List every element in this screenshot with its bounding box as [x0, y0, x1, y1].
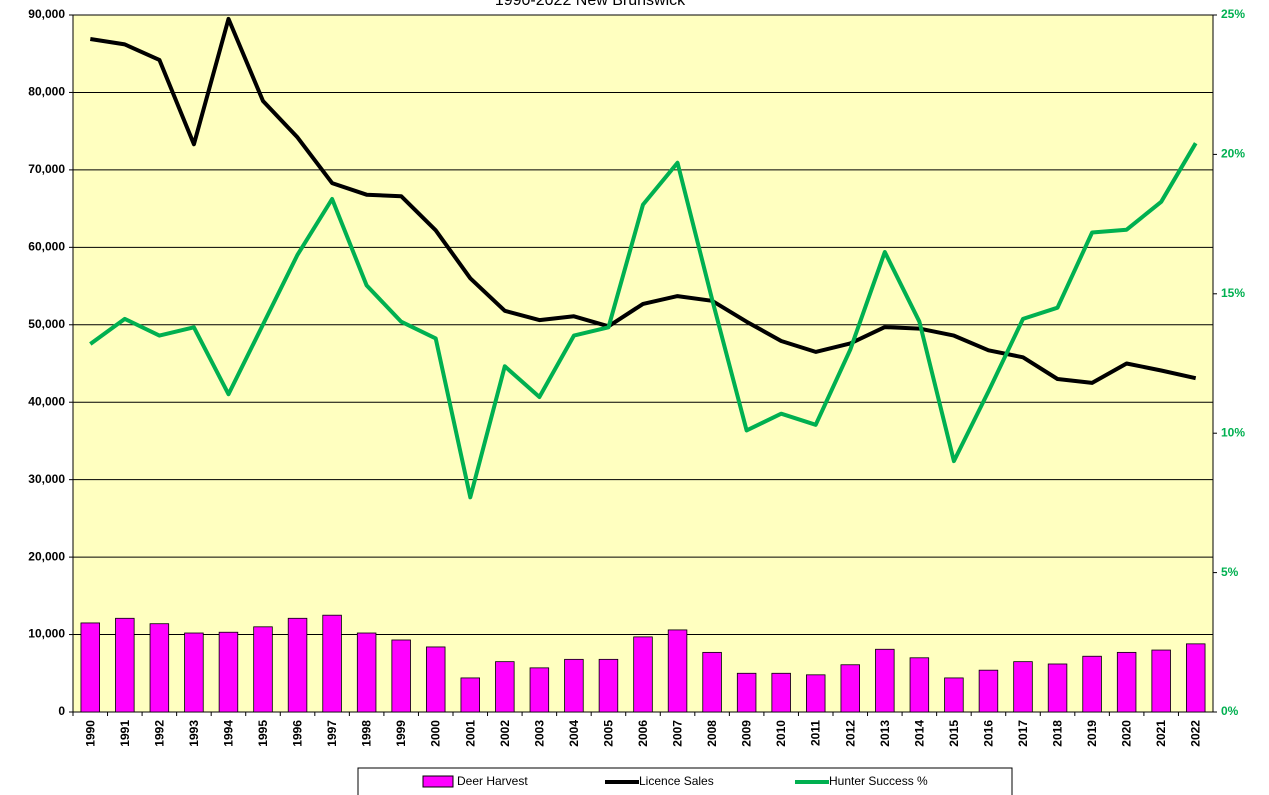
bar	[495, 661, 515, 713]
bar	[287, 617, 308, 713]
bar	[702, 651, 722, 713]
x-tick-label: 1996	[291, 720, 305, 747]
x-tick-label: 2002	[498, 720, 512, 747]
bar	[771, 672, 791, 713]
legend-label: Deer Harvest	[457, 774, 528, 788]
chart-title: 1990-2022 New Brunswick	[495, 0, 686, 9]
bar	[425, 646, 446, 713]
x-tick-label: 1993	[187, 720, 201, 747]
x-tick-label: 2021	[1154, 720, 1168, 747]
y2-tick-label: 20%	[1221, 147, 1245, 161]
x-tick-label: 2022	[1189, 720, 1203, 747]
x-tick-label: 1997	[325, 720, 339, 747]
bar	[1151, 649, 1171, 713]
x-tick-label: 2001	[463, 720, 477, 747]
x-tick-label: 1992	[152, 720, 166, 747]
bar	[149, 623, 170, 713]
x-tick-label: 2006	[636, 720, 650, 747]
y2-tick-label: 5%	[1221, 565, 1239, 579]
x-tick-label: 2003	[532, 720, 546, 747]
line	[89, 16, 1197, 385]
x-tick-label: 2015	[947, 720, 961, 747]
bar	[667, 629, 688, 713]
bar	[598, 658, 619, 713]
y-tick-label: 70,000	[28, 162, 65, 176]
x-tick-label: 1999	[394, 720, 408, 747]
bar	[1116, 651, 1137, 713]
line	[89, 142, 1198, 500]
x-tick-label: 2017	[1016, 720, 1030, 747]
bar	[322, 614, 342, 713]
x-tick-label: 2014	[912, 720, 926, 747]
y-tick-label: 60,000	[28, 240, 65, 254]
x-tick-label: 2007	[671, 720, 685, 747]
bar	[806, 674, 826, 713]
bar	[1047, 663, 1068, 713]
y-tick-label: 0	[58, 704, 65, 718]
y-tick-label: 20,000	[28, 549, 65, 563]
y2-tick-label: 25%	[1221, 7, 1245, 21]
x-tick-label: 1991	[118, 720, 132, 747]
x-tick-label: 1994	[221, 720, 235, 747]
x-tick-label: 2016	[981, 720, 995, 747]
legend-label: Hunter Success %	[829, 774, 928, 788]
y-tick-label: 30,000	[28, 472, 65, 486]
x-tick-label: 2012	[843, 720, 857, 747]
x-tick-label: 2010	[774, 720, 788, 747]
bar	[840, 664, 860, 713]
y2-tick-label: 15%	[1221, 286, 1245, 300]
x-tick-label: 1990	[83, 720, 97, 747]
y-tick-label: 50,000	[28, 317, 65, 331]
bar	[529, 667, 550, 713]
x-tick-label: 1998	[360, 720, 374, 747]
bar	[1186, 643, 1206, 713]
x-tick-label: 2009	[740, 720, 754, 747]
x-tick-label: 2004	[567, 720, 581, 747]
y-tick-label: 10,000	[28, 627, 65, 641]
x-tick-label: 2020	[1120, 720, 1134, 747]
bar	[460, 677, 481, 713]
legend-label: Licence Sales	[639, 774, 714, 788]
bar	[564, 658, 584, 713]
bar	[875, 648, 895, 713]
x-tick-label: 2013	[878, 720, 892, 747]
y-tick-label: 90,000	[28, 7, 65, 21]
plot-area	[72, 14, 1214, 713]
x-tick-label: 2011	[809, 720, 823, 746]
x-tick-label: 2005	[601, 720, 615, 747]
bar	[1082, 655, 1102, 713]
bar	[356, 632, 377, 713]
x-tick-label: 2000	[429, 720, 443, 747]
y2-tick-label: 10%	[1221, 425, 1245, 439]
bar	[1013, 661, 1033, 713]
bar	[633, 636, 653, 713]
y2-tick-label: 0%	[1221, 704, 1239, 718]
bar	[944, 677, 964, 713]
bar	[736, 672, 757, 713]
x-tick-label: 2018	[1051, 720, 1065, 747]
bar	[218, 631, 239, 713]
bar	[909, 657, 930, 713]
legend	[357, 767, 1013, 795]
bar	[184, 632, 204, 713]
x-tick-label: 2019	[1085, 720, 1099, 747]
y-tick-label: 40,000	[28, 394, 65, 408]
x-tick-label: 1995	[256, 720, 270, 747]
bar	[80, 622, 101, 713]
y-tick-label: 80,000	[28, 85, 65, 99]
x-tick-label: 2008	[705, 720, 719, 747]
bar	[391, 639, 411, 713]
legend-marker	[422, 775, 454, 788]
bar	[115, 617, 135, 713]
bar	[253, 626, 273, 713]
bar	[978, 669, 999, 713]
